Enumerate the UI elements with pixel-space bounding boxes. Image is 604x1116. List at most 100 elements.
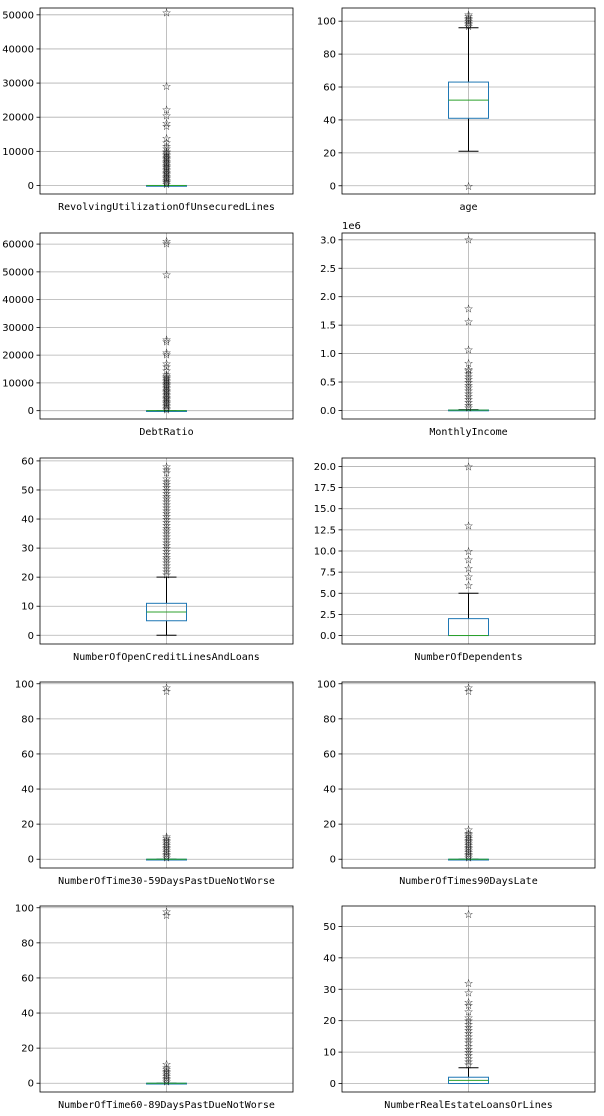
outlier-marker: ☆ [464, 343, 474, 356]
y-tick-label: 10 [21, 602, 34, 613]
outlier-marker: ☆ [464, 830, 474, 843]
outlier-marker: ☆ [464, 834, 474, 847]
y-tick-label: 7.5 [320, 568, 336, 579]
plot-frame [341, 457, 596, 645]
outlier-marker: ☆ [162, 554, 172, 567]
outlier-marker: ☆ [464, 996, 474, 1009]
y-tick-label: 15.0 [314, 504, 336, 515]
outlier-marker: ☆ [464, 363, 474, 376]
outlier-marker: ☆ [162, 389, 172, 402]
outlier-marker: ☆ [464, 390, 474, 403]
outlier-marker: ☆ [162, 387, 172, 400]
outlier-marker: ☆ [162, 385, 172, 398]
outlier-marker: ☆ [162, 496, 172, 509]
y-tick-label: 0 [28, 1079, 34, 1090]
outlier-marker: ☆ [162, 490, 172, 503]
y-tick-label: 100 [317, 17, 336, 28]
outlier-marker: ☆ [162, 565, 172, 578]
x-axis-label: MonthlyIncome [429, 427, 507, 438]
outlier-marker: ☆ [162, 377, 172, 390]
y-tick-label: 40 [323, 115, 336, 126]
outlier-marker: ☆ [162, 169, 172, 182]
outlier-marker: ☆ [162, 357, 172, 370]
outlier-marker: ☆ [464, 370, 474, 383]
outlier-marker: ☆ [464, 579, 474, 592]
outlier-marker: ☆ [464, 681, 474, 694]
outlier-marker: ☆ [162, 154, 172, 167]
outlier-marker: ☆ [464, 396, 474, 409]
outlier-marker: ☆ [162, 478, 172, 491]
outlier-marker: ☆ [162, 370, 172, 383]
outlier-marker: ☆ [162, 148, 172, 161]
y-tick-label: 10 [323, 1048, 336, 1059]
outlier-marker: ☆ [162, 136, 172, 149]
outlier-marker: ☆ [464, 839, 474, 852]
y-tick-label: 40 [21, 515, 34, 526]
outlier-marker: ☆ [162, 536, 172, 549]
outlier-marker: ☆ [162, 152, 172, 165]
y-tick-label: 2.0 [320, 292, 336, 303]
y-tick-label: 0 [330, 1079, 336, 1090]
subplot-8: 020406080100☆☆☆☆☆☆☆☆☆☆☆☆☆☆☆☆☆☆NumberOfTi… [317, 679, 596, 887]
outlier-marker: ☆ [162, 539, 172, 552]
outlier-marker: ☆ [162, 568, 172, 581]
outlier-marker: ☆ [162, 177, 172, 190]
y-tick-label: 60 [323, 83, 336, 94]
y-tick-label: 20 [323, 1016, 336, 1027]
outlier-marker: ☆ [162, 235, 172, 248]
outlier-marker: ☆ [162, 525, 172, 538]
outlier-marker: ☆ [464, 570, 474, 583]
outlier-marker: ☆ [162, 384, 172, 397]
outlier-marker: ☆ [162, 395, 172, 408]
outlier-marker: ☆ [162, 392, 172, 405]
outlier-marker: ☆ [162, 834, 172, 847]
outlier-marker: ☆ [162, 162, 172, 175]
outlier-marker: ☆ [162, 145, 172, 158]
y-tick-label: 10.0 [314, 547, 336, 558]
outlier-marker: ☆ [464, 20, 474, 33]
y-tick-label: 30 [21, 544, 34, 555]
subplot-5: 0102030405060☆☆☆☆☆☆☆☆☆☆☆☆☆☆☆☆☆☆☆☆☆☆☆☆☆☆☆… [21, 456, 294, 663]
outlier-marker: ☆ [162, 166, 172, 179]
outlier-marker: ☆ [464, 827, 474, 840]
x-axis-label: NumberOfTimes90DaysLate [399, 876, 537, 887]
outlier-marker: ☆ [464, 385, 474, 398]
outlier-marker: ☆ [162, 501, 172, 514]
y-tick-label: 1.0 [320, 349, 336, 360]
y-tick-label: 20 [323, 820, 336, 831]
outlier-marker: ☆ [464, 393, 474, 406]
outlier-marker: ☆ [464, 1005, 474, 1018]
y-tick-label: 50000 [2, 10, 34, 21]
outlier-marker: ☆ [464, 376, 474, 389]
outlier-marker: ☆ [162, 380, 172, 393]
outlier-marker: ☆ [162, 6, 172, 19]
outlier-marker: ☆ [162, 396, 172, 409]
outlier-marker: ☆ [162, 170, 172, 183]
outlier-marker: ☆ [162, 841, 172, 854]
outlier-marker: ☆ [162, 175, 172, 188]
outlier-marker: ☆ [464, 9, 474, 22]
outlier-marker: ☆ [464, 1049, 474, 1062]
plot-frame [39, 232, 294, 420]
x-axis-label: NumberRealEstateLoansOrLines [384, 1100, 553, 1111]
y-tick-label: 80 [21, 714, 34, 725]
y-tick-label: 3.0 [320, 235, 336, 246]
outlier-marker: ☆ [464, 843, 474, 856]
x-axis-label: DebtRatio [139, 427, 193, 438]
outlier-marker: ☆ [464, 373, 474, 386]
outlier-marker: ☆ [464, 823, 474, 836]
outlier-marker: ☆ [162, 132, 172, 145]
outlier-marker: ☆ [464, 1027, 474, 1040]
outlier-marker: ☆ [464, 1059, 474, 1072]
outlier-marker: ☆ [162, 522, 172, 535]
outlier-marker: ☆ [162, 167, 172, 180]
outlier-marker: ☆ [464, 562, 474, 575]
outlier-marker: ☆ [162, 1067, 172, 1080]
y-tick-label: 80 [323, 50, 336, 61]
outlier-marker: ☆ [464, 10, 474, 23]
y-tick-label: 20 [323, 148, 336, 159]
y-tick-label: 17.5 [314, 483, 336, 494]
outlier-marker: ☆ [162, 484, 172, 497]
outlier-marker: ☆ [162, 369, 172, 382]
outlier-marker: ☆ [162, 174, 172, 187]
